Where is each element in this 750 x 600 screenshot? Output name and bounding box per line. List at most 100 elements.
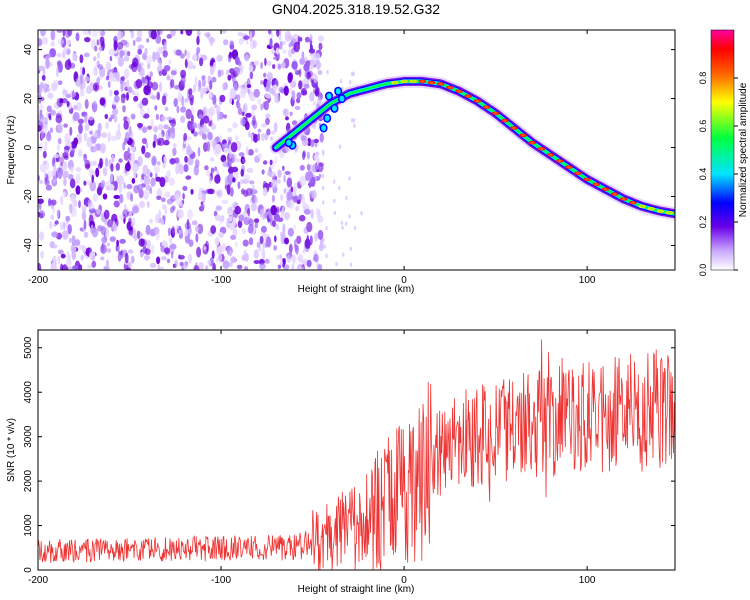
noise-blob bbox=[129, 138, 135, 148]
trace-core bbox=[566, 166, 571, 169]
noise-blob bbox=[302, 151, 306, 161]
trace-core bbox=[511, 127, 516, 129]
noise-blob bbox=[260, 103, 263, 111]
noise-blob bbox=[44, 141, 48, 147]
noise-blob bbox=[93, 65, 98, 77]
noise-blob bbox=[211, 250, 215, 260]
noise-blob bbox=[142, 164, 149, 176]
noise-blob bbox=[223, 39, 229, 46]
noise-blob bbox=[109, 55, 113, 62]
noise-blob bbox=[227, 210, 234, 216]
noise-blob bbox=[229, 221, 235, 231]
noise-blob bbox=[262, 241, 266, 249]
snr-series bbox=[38, 339, 675, 570]
noise-blob bbox=[213, 61, 216, 71]
noise-blob bbox=[63, 123, 68, 128]
noise-blob bbox=[83, 180, 87, 186]
noise-blob bbox=[184, 58, 188, 69]
y-tick-label: 2000 bbox=[23, 470, 34, 493]
noise-blob bbox=[150, 30, 157, 40]
noise-blob bbox=[154, 227, 160, 235]
noise-blob bbox=[248, 223, 254, 234]
noise-blob bbox=[157, 161, 161, 166]
noise-blob bbox=[119, 214, 125, 221]
noise-blob bbox=[280, 193, 284, 202]
noise-blob bbox=[168, 126, 171, 138]
noise-blob bbox=[53, 79, 59, 89]
noise-blob bbox=[196, 46, 201, 54]
noise-blob bbox=[83, 132, 88, 142]
noise-blob bbox=[291, 254, 297, 263]
noise-blob bbox=[131, 89, 135, 96]
noise-blob bbox=[180, 106, 187, 113]
noise-blob bbox=[340, 220, 344, 225]
noise-blob bbox=[309, 91, 315, 102]
noise-blob bbox=[166, 116, 173, 121]
spectrogram-frame bbox=[37, 29, 676, 271]
noise-blob bbox=[230, 142, 238, 153]
noise-blob bbox=[240, 168, 245, 177]
noise-blob bbox=[126, 50, 131, 57]
noise-blob bbox=[214, 166, 218, 172]
noise-blob bbox=[283, 85, 289, 96]
noise-blob bbox=[209, 157, 215, 162]
noise-blob bbox=[141, 126, 148, 133]
noise-blob bbox=[252, 40, 258, 49]
noise-blob bbox=[78, 123, 83, 134]
noise-blob bbox=[193, 165, 199, 176]
noise-blob bbox=[52, 256, 56, 263]
noise-blob bbox=[157, 46, 164, 54]
noise-blob bbox=[231, 166, 239, 173]
noise-blob bbox=[122, 141, 126, 151]
noise-blob bbox=[234, 241, 238, 248]
noise-blob bbox=[194, 76, 198, 87]
trace-core bbox=[594, 183, 599, 186]
noise-blob bbox=[239, 179, 244, 185]
noise-blob bbox=[101, 236, 108, 244]
noise-blob bbox=[118, 183, 123, 194]
noise-blob bbox=[163, 155, 167, 165]
noise-blob bbox=[238, 60, 242, 67]
noise-blob bbox=[208, 259, 212, 267]
noise-blob bbox=[102, 167, 108, 177]
noise-blob bbox=[144, 248, 151, 256]
y-tick-label: 40 bbox=[23, 44, 34, 56]
noise-blob bbox=[344, 221, 348, 226]
noise-blob bbox=[154, 105, 158, 111]
noise-blob bbox=[319, 132, 324, 143]
noise-blob bbox=[146, 201, 150, 208]
noise-blob bbox=[183, 132, 188, 142]
noise-blob bbox=[72, 265, 79, 270]
noise-blob bbox=[169, 236, 173, 243]
x-tick-label: -200 bbox=[28, 275, 48, 286]
noise-blob bbox=[155, 113, 159, 121]
noise-blob bbox=[274, 156, 278, 164]
spectrogram-y-axis-label: Frequency (Hz) bbox=[6, 116, 17, 185]
noise-blob bbox=[123, 150, 130, 161]
noise-blob bbox=[119, 50, 124, 58]
noise-blob bbox=[54, 220, 59, 225]
noise-blob bbox=[180, 229, 183, 239]
noise-blob bbox=[313, 138, 319, 144]
noise-blob bbox=[153, 125, 159, 133]
trace-core bbox=[557, 160, 562, 162]
noise-blob bbox=[299, 164, 305, 171]
noise-blob bbox=[135, 78, 143, 89]
noise-blob bbox=[63, 155, 69, 161]
noise-blob bbox=[293, 182, 298, 191]
noise-blob bbox=[200, 123, 208, 134]
y-tick-label: -20 bbox=[23, 189, 34, 204]
noise-blob bbox=[203, 245, 207, 251]
noise-blob bbox=[318, 162, 324, 167]
noise-blob bbox=[140, 251, 145, 257]
noise-blob bbox=[267, 171, 272, 177]
noise-blob bbox=[159, 266, 164, 270]
colorbar-tick-label: 0.0 bbox=[698, 264, 708, 277]
noise-blob bbox=[292, 120, 298, 126]
noise-blob bbox=[265, 237, 272, 248]
noise-blob bbox=[207, 131, 213, 141]
noise-blob bbox=[156, 256, 161, 265]
noise-blob bbox=[83, 231, 89, 238]
noise-blob bbox=[75, 166, 82, 173]
noise-blob bbox=[179, 53, 185, 59]
